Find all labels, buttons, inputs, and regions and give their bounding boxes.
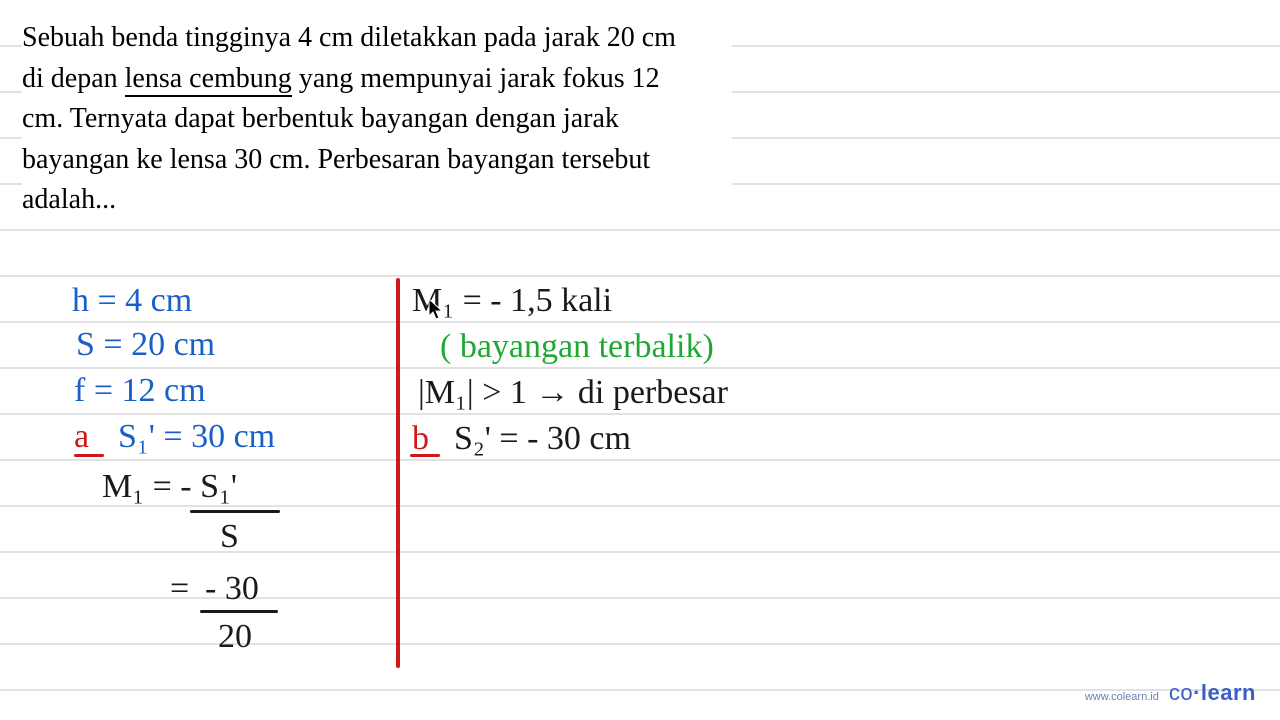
handwritten-text: 20 — [218, 618, 252, 656]
problem-line-5: adalah... — [22, 184, 116, 215]
cursor-icon — [428, 298, 446, 322]
handwritten-text: ( bayangan terbalik) — [440, 328, 714, 366]
fraction-line — [200, 610, 278, 613]
handwritten-text: = — [170, 570, 189, 608]
handwritten-text: |M₁| > 1 → di perbesar — [418, 374, 728, 412]
problem-line-3: cm. Ternyata dapat berbentuk bayangan de… — [22, 103, 619, 134]
handwritten-text: - 30 — [205, 570, 259, 608]
problem-line-4: bayangan ke lensa 30 cm. Perbesaran baya… — [22, 144, 650, 175]
handwritten-text: f = 12 cm — [74, 372, 206, 410]
handwritten-text: h = 4 cm — [72, 282, 192, 320]
fraction-line — [190, 510, 280, 513]
handwritten-text: S — [220, 518, 239, 556]
handwritten-text: S = 20 cm — [76, 326, 215, 364]
handwritten-text: b — [412, 420, 429, 458]
handwritten-text: S₁' = 30 cm — [118, 418, 275, 456]
handwritten-text: S₂' = - 30 cm — [454, 420, 631, 458]
watermark: www.colearn.id co·learn — [1085, 680, 1256, 706]
handwritten-text: a — [74, 418, 89, 456]
problem-line-1: Sebuah benda tingginya 4 cm diletakkan p… — [22, 22, 676, 53]
watermark-url: www.colearn.id — [1085, 691, 1159, 703]
underline-mark — [410, 454, 440, 457]
problem-statement: Sebuah benda tingginya 4 cm diletakkan p… — [22, 18, 732, 221]
problem-line-2b: yang mempunyai jarak fokus 12 — [292, 63, 660, 94]
handwritten-text: M₁ = - S₁' — [102, 468, 237, 506]
problem-underlined: lensa cembung — [125, 63, 292, 97]
underline-mark — [74, 454, 104, 457]
problem-line-2a: di depan — [22, 63, 125, 94]
watermark-brand: co·learn — [1169, 680, 1256, 706]
